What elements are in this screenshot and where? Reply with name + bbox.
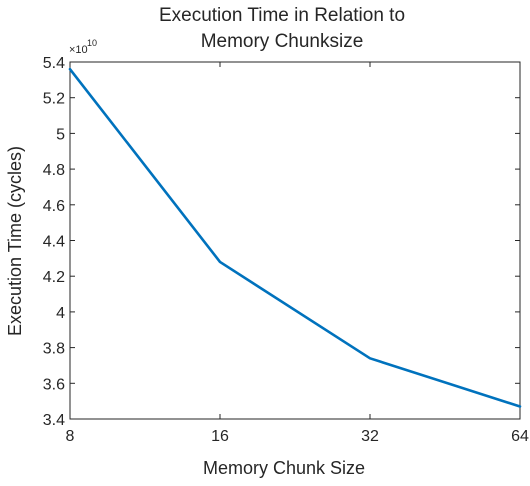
plot-area: 8 16 32 64 3.4 3.6 3.8 4 4.2 4.4 4.6 4.8 5 5.2 5.4 xyxy=(43,55,529,445)
y-multiplier-exponent: 10 xyxy=(87,38,97,48)
axes-box xyxy=(69,61,521,420)
y-multiplier-base: ×10 xyxy=(69,44,88,56)
chart-title-line-2: Memory Chunksize xyxy=(201,31,364,52)
series-line-0 xyxy=(68,67,522,408)
y-tick-label: 3.8 xyxy=(43,341,65,358)
y-tick-label: 4.4 xyxy=(43,234,65,251)
x-tick-label: 8 xyxy=(66,428,75,445)
y-axis: 3.4 3.6 3.8 4 4.2 4.4 4.6 4.8 5 5.2 5.4 xyxy=(43,55,520,429)
y-tick-label: 4.6 xyxy=(43,198,65,215)
y-tick-label: 5 xyxy=(56,126,65,143)
y-tick-label: 3.4 xyxy=(43,412,65,429)
x-tick-label: 64 xyxy=(511,428,529,445)
y-tick-label: 5.2 xyxy=(43,91,65,108)
x-tick-label: 32 xyxy=(361,428,379,445)
x-axis-label: Memory Chunk Size xyxy=(203,458,365,478)
y-axis-label: Execution Time (cycles) xyxy=(5,146,25,336)
x-axis: 8 16 32 64 xyxy=(66,62,529,445)
y-tick-label: 3.6 xyxy=(43,376,65,393)
y-tick-label: 5.4 xyxy=(43,55,65,72)
y-tick-label: 4.2 xyxy=(43,269,65,286)
chart-title-line-1: Execution Time in Relation to xyxy=(159,5,405,26)
series-group xyxy=(68,67,522,408)
y-tick-label: 4 xyxy=(56,305,65,322)
x-tick-label: 16 xyxy=(211,428,229,445)
y-tick-label: 4.8 xyxy=(43,162,65,179)
